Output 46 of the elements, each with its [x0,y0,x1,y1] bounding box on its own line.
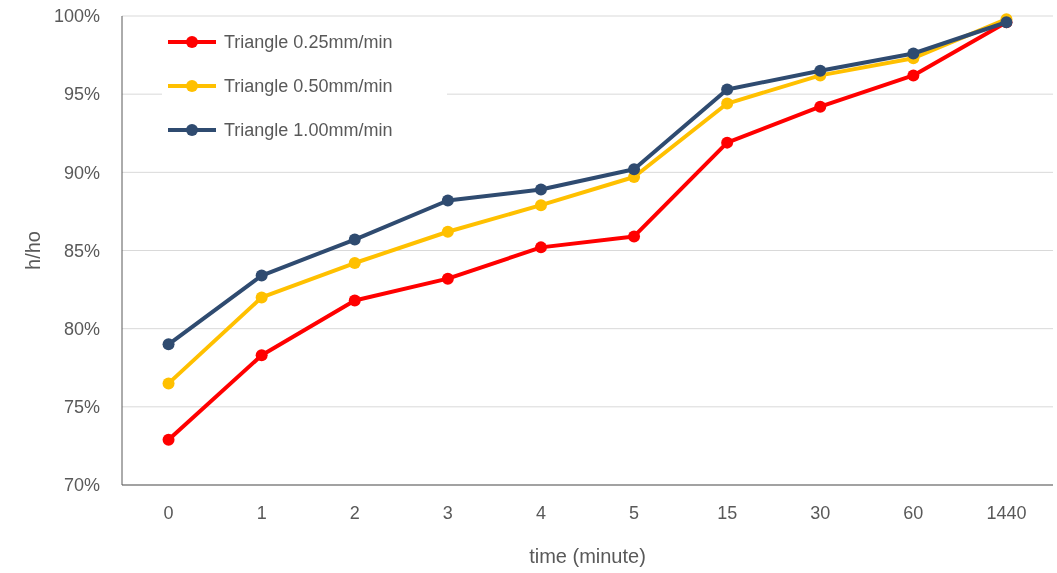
point [721,136,734,149]
y-tick-label: 80% [63,318,100,339]
point [162,433,175,446]
x-tick-label: 60 [903,503,924,523]
point [814,64,827,77]
point [255,291,268,304]
point [534,241,547,254]
y-tick-label: 100% [53,6,100,27]
point [348,233,361,246]
x-tick-label: 0 [163,503,174,523]
point [441,194,454,207]
y-tick-label: 95% [63,84,100,105]
point [441,225,454,238]
point [628,163,641,176]
y-axis-title: h/ho [22,231,44,270]
point [628,230,641,243]
point [348,294,361,307]
x-tick-label: 1 [256,503,267,523]
y-tick-label: 90% [63,162,100,183]
legend-label: Triangle 0.50mm/min [224,76,393,97]
point [907,47,920,60]
legend-label: Triangle 0.25mm/min [224,32,393,53]
x-tick-label: 5 [629,503,640,523]
point [721,97,734,110]
point [255,349,268,362]
point [162,377,175,390]
point [441,272,454,285]
point [907,69,920,82]
point [348,257,361,270]
legend-label: Triangle 1.00mm/min [224,120,393,141]
y-tick-label: 75% [63,397,100,418]
x-tick-label: 1440 [986,503,1027,523]
x-tick-label: 15 [717,503,738,523]
x-tick-label: 30 [810,503,831,523]
y-tick-label: 70% [63,475,100,496]
point [814,100,827,113]
y-tick-label: 85% [63,240,100,261]
x-tick-label: 3 [442,503,453,523]
point [162,338,175,351]
x-tick-label: 2 [349,503,360,523]
point [721,83,734,96]
x-tick-label: 4 [535,503,546,523]
point [534,199,547,212]
x-axis-title: time (minute) [529,545,646,567]
point [534,183,547,196]
point [255,269,268,282]
